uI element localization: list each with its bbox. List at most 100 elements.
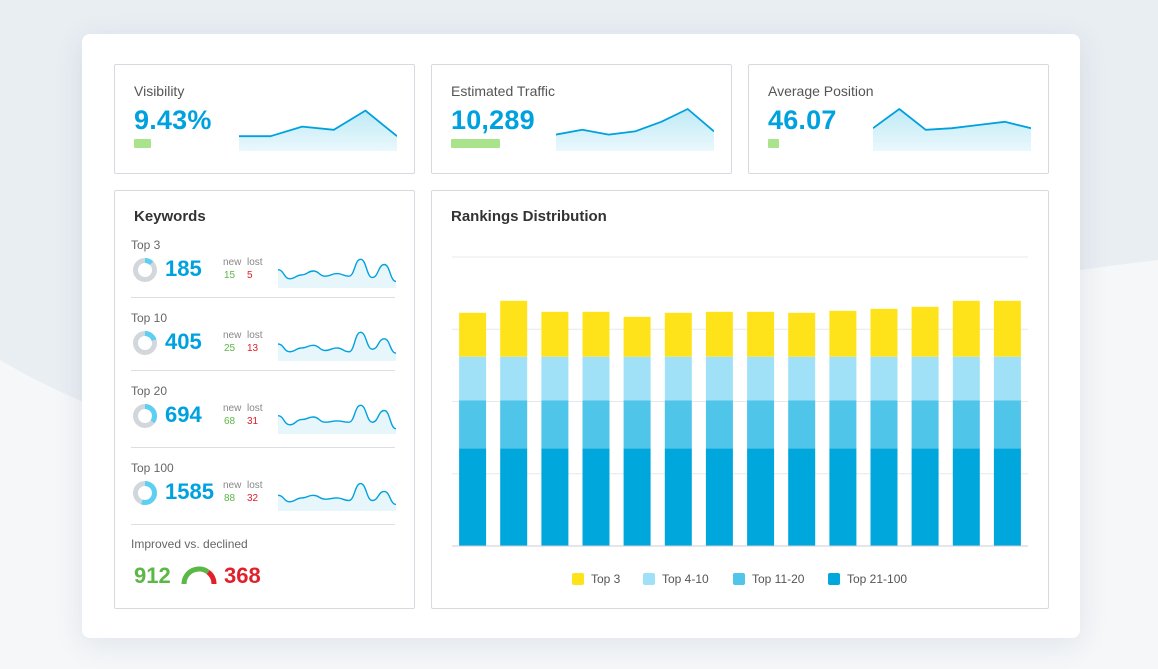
bar-segment-top-11-20	[829, 400, 857, 449]
metric-title: Average Position	[768, 83, 874, 99]
new-label: new	[223, 257, 242, 268]
chart-legend: Top 3 Top 4-10 Top 11-20 Top 21-100	[432, 572, 1047, 592]
metric-title: Estimated Traffic	[451, 83, 556, 99]
sparkline-line	[873, 108, 1031, 131]
divider	[131, 524, 395, 525]
position-sparkline	[873, 108, 1031, 151]
bar-segment-top-21-100	[993, 448, 1021, 546]
bar-segment-top-21-100	[582, 448, 610, 546]
rankings-chart	[452, 256, 1028, 547]
keyword-row-top-3[interactable]: Top 3 185 new lost 15 5	[131, 238, 397, 312]
bar-segment-top-21-100	[870, 448, 898, 546]
keyword-count: 185	[165, 256, 202, 281]
bar-segment-top-4-10	[664, 356, 692, 401]
chart-title: Rankings Distribution	[451, 208, 607, 225]
bar-segment-top-4-10	[870, 356, 898, 401]
bar-segment-top-4-10	[788, 356, 816, 401]
declined-count: 368	[224, 563, 261, 588]
bar-segment-top-11-20	[911, 400, 939, 449]
bar-segment-top-11-20	[952, 400, 980, 449]
lost-label: lost	[247, 257, 263, 268]
visibility-sparkline	[239, 109, 397, 151]
bar-segment-top-3	[993, 300, 1021, 357]
metric-value: 10,289	[451, 105, 535, 135]
bar-segment-top-21-100	[500, 448, 528, 546]
sparkline-line	[278, 258, 396, 283]
metric-title: Visibility	[134, 83, 185, 99]
bar-segment-top-11-20	[993, 400, 1021, 449]
keyword-count: 694	[165, 402, 202, 427]
bar-segment-top-21-100	[664, 448, 692, 546]
bar-segment-top-4-10	[582, 356, 610, 401]
donut-fill	[133, 481, 157, 505]
keyword-sparkline	[278, 331, 396, 361]
bar-segment-top-4-10	[747, 356, 775, 401]
traffic-panel: Estimated Traffic 10,289	[431, 64, 732, 174]
keyword-count: 1585	[165, 479, 214, 504]
keyword-row-label: Top 20	[131, 384, 168, 398]
dashboard-card: Visibility 9.43% Estimated Traffic 10,28…	[82, 34, 1080, 638]
bar-segment-top-3	[747, 311, 775, 357]
sparkline-area	[873, 109, 1031, 151]
keyword-sparkline	[278, 482, 396, 511]
new-label: new	[223, 403, 242, 414]
improved-count: 912	[134, 563, 171, 588]
keyword-row-top-20[interactable]: Top 20 694 new lost 68 31	[131, 384, 397, 458]
bar-segment-top-11-20	[788, 400, 816, 449]
sparkline-area	[278, 332, 396, 361]
bar-segment-top-3	[870, 308, 898, 357]
keyword-row-top-100[interactable]: Top 100 1585 new lost 88 32	[131, 461, 397, 535]
sparkline-area	[239, 110, 397, 151]
panel-title: Keywords	[134, 208, 206, 225]
bar-segment-top-3	[582, 311, 610, 357]
legend-label: Top 4-10	[662, 572, 709, 586]
new-count: 68	[224, 416, 236, 427]
donut-icon	[133, 404, 157, 428]
bar-segment-top-21-100	[747, 448, 775, 546]
bar-segment-top-21-100	[541, 448, 569, 546]
bar-segment-top-3	[829, 310, 857, 357]
bar-segment-top-11-20	[541, 400, 569, 449]
bar-segment-top-4-10	[500, 356, 528, 401]
keyword-row-label: Top 10	[131, 311, 168, 325]
legend-swatch	[643, 573, 655, 585]
sparkline-line	[278, 331, 396, 354]
legend-swatch	[572, 573, 584, 585]
keyword-row-label: Top 3	[131, 238, 161, 252]
divider	[131, 447, 395, 448]
position-panel: Average Position 46.07	[748, 64, 1049, 174]
sparkline-area	[556, 109, 714, 151]
donut-track	[133, 258, 157, 282]
bar-segment-top-21-100	[911, 448, 939, 546]
bar-segment-top-3	[911, 306, 939, 357]
bar-segment-top-11-20	[623, 400, 651, 449]
bar-segment-top-3	[541, 311, 569, 357]
legend-label: Top 3	[591, 572, 621, 586]
new-count: 15	[224, 270, 236, 281]
metric-progress-bar	[451, 139, 500, 148]
bar-segment-top-21-100	[788, 448, 816, 546]
new-count: 88	[224, 493, 236, 504]
bar-segment-top-3	[952, 300, 980, 357]
sparkline-line	[239, 109, 397, 138]
metric-progress-bar	[768, 139, 779, 148]
bar-segment-top-4-10	[541, 356, 569, 401]
bar-segment-top-21-100	[623, 448, 651, 546]
bar-segment-top-3	[500, 300, 528, 357]
metric-progress-bar	[134, 139, 151, 148]
lost-count: 31	[247, 416, 259, 427]
sparkline-line	[556, 108, 714, 136]
bar-segment-top-4-10	[829, 356, 857, 401]
donut-fill	[133, 258, 157, 282]
lost-label: lost	[247, 330, 263, 341]
donut-fill	[133, 404, 157, 428]
keywords-panel: Keywords Top 3 185 new lost 15 5 Top 10 …	[114, 190, 415, 609]
new-label: new	[223, 330, 242, 341]
donut-icon	[133, 481, 157, 505]
bar-segment-top-3	[705, 311, 733, 357]
keyword-row-top-10[interactable]: Top 10 405 new lost 25 13	[131, 311, 397, 385]
bar-segment-top-21-100	[459, 448, 487, 546]
improved-declined-label: Improved vs. declined	[131, 537, 248, 551]
bar-segment-top-4-10	[623, 356, 651, 401]
donut-icon	[133, 331, 157, 355]
